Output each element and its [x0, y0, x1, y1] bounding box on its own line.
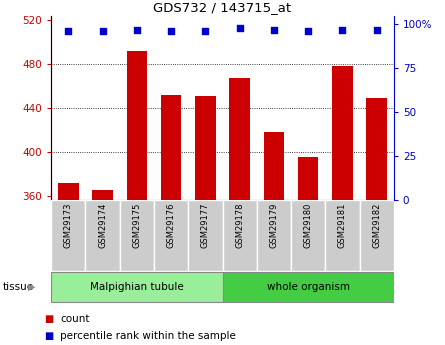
Bar	[51, 200, 85, 271]
Bar	[263, 132, 284, 200]
Bar	[58, 183, 79, 200]
Point	[236, 25, 243, 31]
Bar	[325, 200, 360, 271]
Text: GSM29180: GSM29180	[303, 202, 313, 248]
Text: count: count	[60, 314, 89, 324]
Text: ▶: ▶	[28, 282, 36, 292]
Bar	[195, 96, 216, 200]
Point	[271, 27, 278, 32]
Text: GSM29178: GSM29178	[235, 202, 244, 248]
Bar	[222, 273, 394, 302]
Bar	[298, 157, 319, 200]
Bar	[229, 78, 250, 200]
Bar	[161, 95, 182, 200]
Text: Malpighian tubule: Malpighian tubule	[90, 282, 184, 292]
Point	[373, 27, 380, 32]
Text: GSM29177: GSM29177	[201, 202, 210, 248]
Bar	[126, 51, 147, 200]
Text: tissue: tissue	[2, 282, 33, 292]
Bar	[188, 200, 222, 271]
Text: GSM29174: GSM29174	[98, 202, 107, 248]
Bar	[51, 273, 223, 302]
Bar	[360, 200, 394, 271]
Bar	[120, 200, 154, 271]
Point	[305, 29, 312, 34]
Point	[134, 27, 141, 32]
Text: GSM29176: GSM29176	[166, 202, 176, 248]
Text: percentile rank within the sample: percentile rank within the sample	[60, 332, 236, 341]
Text: ■: ■	[44, 314, 54, 324]
Bar	[92, 190, 113, 200]
Text: GSM29179: GSM29179	[269, 202, 279, 248]
Bar	[257, 200, 291, 271]
Text: GSM29175: GSM29175	[132, 202, 142, 248]
Bar	[85, 200, 120, 271]
Text: whole organism: whole organism	[267, 282, 350, 292]
Bar	[291, 200, 325, 271]
Text: GSM29182: GSM29182	[372, 202, 381, 248]
Bar	[366, 98, 387, 200]
Text: GSM29173: GSM29173	[64, 202, 73, 248]
Bar	[154, 200, 188, 271]
Bar	[332, 66, 353, 200]
Bar	[222, 200, 257, 271]
Title: GDS732 / 143715_at: GDS732 / 143715_at	[154, 1, 291, 14]
Point	[202, 29, 209, 34]
Point	[99, 29, 106, 34]
Point	[339, 27, 346, 32]
Point	[168, 29, 175, 34]
Point	[65, 29, 72, 34]
Text: GSM29181: GSM29181	[338, 202, 347, 248]
Text: ■: ■	[44, 332, 54, 341]
